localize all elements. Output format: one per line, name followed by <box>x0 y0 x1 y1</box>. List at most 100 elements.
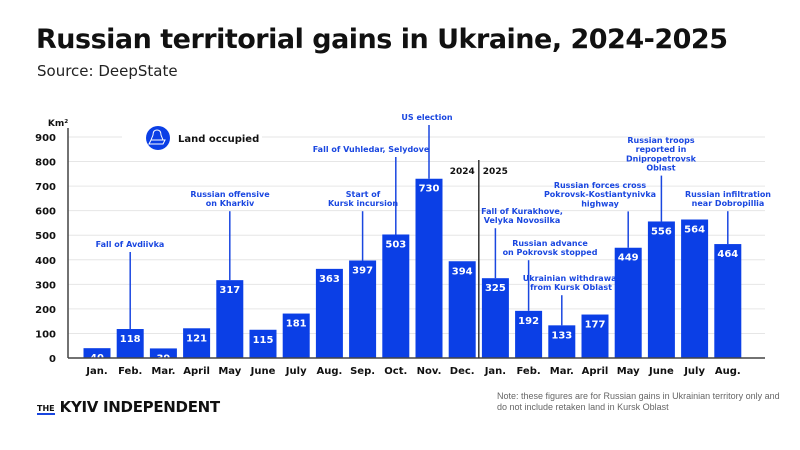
bar <box>282 313 310 358</box>
x-tick-label: Jan. <box>484 366 506 377</box>
annotation-text: from Kursk Oblast <box>530 283 612 292</box>
annotation-text: Kursk incursion <box>328 199 398 208</box>
y-tick-label: 100 <box>35 329 56 340</box>
y-tick-label: 700 <box>35 182 56 193</box>
annotation-text: Russian troops <box>627 136 694 145</box>
bar <box>315 268 343 358</box>
chart-source: Source: DeepState <box>37 62 178 80</box>
x-tick-label: Jan. <box>85 366 107 377</box>
year-label-2024: 2024 <box>450 167 475 177</box>
annotation-text: Oblast <box>646 164 675 173</box>
annotation-text: on Pokrovsk stopped <box>503 248 598 257</box>
x-tick-label: Mar. <box>151 366 175 377</box>
bar <box>647 221 675 358</box>
map-occupied-icon <box>146 126 170 150</box>
annotation-text: Pokrovsk-Kostiantynivka <box>544 190 656 199</box>
y-tick-label: 0 <box>49 354 56 365</box>
y-tick-label: 500 <box>35 231 56 242</box>
bar-value-label: 449 <box>618 253 639 264</box>
y-tick-label: 400 <box>35 256 56 267</box>
annotation-text: Fall of Vuhledar, Selydove <box>313 145 430 154</box>
annotation-text: reported in <box>636 145 687 154</box>
bar-value-label: 397 <box>352 266 373 277</box>
x-tick-label: June <box>648 366 674 377</box>
annotation-text: on Kharkiv <box>206 199 255 208</box>
logo-name: KYIV INDEPENDENT <box>59 398 221 416</box>
bar-value-label: 181 <box>286 319 307 330</box>
annotation-text: Fall of Kurakhove, <box>481 207 563 216</box>
bar-value-label: 730 <box>419 184 440 195</box>
x-tick-label: Feb. <box>118 366 142 377</box>
bar-value-label: 317 <box>219 285 240 296</box>
bar-value-label: 464 <box>717 249 738 260</box>
x-tick-label: April <box>183 366 210 377</box>
bar <box>382 234 410 358</box>
y-tick-label: 800 <box>35 158 56 169</box>
x-tick-label: Nov. <box>417 366 442 377</box>
bar-value-label: 39 <box>156 353 170 364</box>
x-tick-label: July <box>683 366 705 377</box>
bar <box>581 314 609 358</box>
year-label-2025: 2025 <box>483 167 508 177</box>
y-tick-label: 600 <box>35 207 56 218</box>
bar-value-label: 177 <box>585 320 606 331</box>
annotation-text: near Dobropillia <box>692 199 765 208</box>
bar <box>681 219 709 358</box>
x-tick-label: Dec. <box>450 366 475 377</box>
annotation-text: US election <box>401 113 452 122</box>
bar <box>515 310 543 358</box>
x-tick-label: Mar. <box>550 366 574 377</box>
bar <box>714 244 742 358</box>
bar-value-label: 192 <box>518 316 539 327</box>
footnote: Note: these figures are for Russian gain… <box>497 391 780 412</box>
legend-background <box>122 125 262 151</box>
logo-the: THE <box>37 404 55 415</box>
bar <box>83 348 111 358</box>
annotation-text: Velyka Novosilka <box>484 216 561 225</box>
legend-label: Land occupied <box>178 134 259 145</box>
bar-value-label: 121 <box>186 333 207 344</box>
bar-value-label: 503 <box>385 239 406 250</box>
bar <box>116 329 144 358</box>
y-tick-label: 300 <box>35 280 56 291</box>
bar <box>249 329 277 358</box>
bar <box>448 261 476 358</box>
x-tick-label: May <box>218 366 241 377</box>
annotation-text: Russian advance <box>512 239 588 248</box>
bar-value-label: 115 <box>253 335 274 346</box>
bar <box>349 260 377 358</box>
bar <box>415 178 443 358</box>
kyiv-independent-logo: THE KYIV INDEPENDENT <box>37 399 220 415</box>
annotation-text: Russian infiltration <box>685 190 771 199</box>
bar-value-label: 363 <box>319 274 340 285</box>
y-axis-label: Km² <box>48 119 68 129</box>
x-tick-label: Feb. <box>517 366 541 377</box>
bar <box>149 348 177 358</box>
bar-value-label: 325 <box>485 283 506 294</box>
x-tick-label: April <box>582 366 609 377</box>
x-tick-label: May <box>617 366 640 377</box>
x-tick-label: June <box>250 366 276 377</box>
bar <box>548 325 576 358</box>
bar-value-label: 118 <box>120 334 141 345</box>
bar <box>183 328 211 358</box>
y-tick-label: 900 <box>35 133 56 144</box>
bar <box>481 278 509 358</box>
annotation-text: Russian forces cross <box>554 181 647 190</box>
x-tick-label: Aug. <box>715 366 741 377</box>
bar-value-label: 564 <box>684 225 705 236</box>
bar <box>216 280 244 358</box>
x-tick-label: July <box>285 366 307 377</box>
chart-title: Russian territorial gains in Ukraine, 20… <box>36 24 728 55</box>
bar <box>614 247 642 358</box>
y-tick-label: 200 <box>35 305 56 316</box>
annotation-text: Ukrainian withdrawal <box>523 274 620 283</box>
x-tick-label: Aug. <box>316 366 342 377</box>
bar-value-label: 133 <box>551 330 572 341</box>
bar-value-label: 556 <box>651 226 672 237</box>
annotation-text: Dnipropetrovsk <box>626 154 697 163</box>
annotation-text: Start of <box>346 190 381 199</box>
annotation-text: Fall of Avdiivka <box>96 240 165 249</box>
x-tick-label: Sep. <box>350 366 375 377</box>
